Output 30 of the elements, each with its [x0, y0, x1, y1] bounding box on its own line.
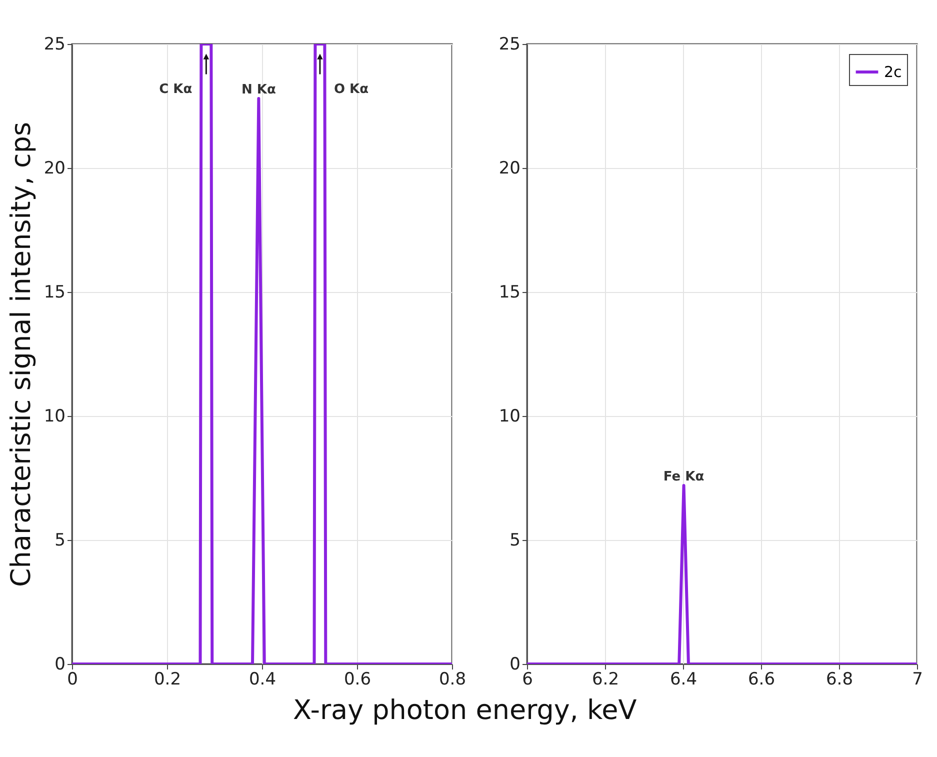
x-tick-label: 0.4 — [248, 670, 276, 690]
annotation: Fe Kα — [663, 469, 704, 484]
x-tick-label: 7 — [912, 670, 923, 690]
x-tick-label: 0.8 — [438, 670, 466, 690]
x-tick-label: 0 — [67, 670, 78, 690]
y-tick-label: 25 — [44, 34, 66, 54]
y-tick-label: 5 — [510, 530, 520, 550]
legend-label: 2c — [884, 63, 902, 81]
annotation: N Kα — [241, 82, 276, 98]
x-tick-label: 6.2 — [592, 670, 620, 690]
y-axis-title: Characteristic signal intensity, cps — [6, 122, 37, 588]
y-tick-label: 0 — [54, 654, 66, 674]
x-tick-label: 6 — [522, 670, 533, 690]
y-tick-label: 10 — [44, 406, 66, 426]
y-tick-label: 25 — [498, 34, 520, 54]
x-tick-label: 0.2 — [154, 670, 182, 690]
x-tick-label: 6.8 — [826, 670, 854, 690]
x-tick-label: 0.6 — [344, 670, 372, 690]
y-tick-label: 5 — [54, 530, 66, 550]
y-tick-label: 20 — [44, 158, 66, 178]
annotation: O Kα — [334, 82, 369, 97]
y-tick-label: 15 — [44, 282, 66, 302]
x-axis-title: X-ray photon energy, keV — [293, 694, 638, 726]
y-tick-label: 10 — [498, 406, 520, 426]
y-tick-label: 0 — [510, 654, 520, 674]
annotation: C Kα — [159, 82, 192, 97]
y-tick-label: 20 — [498, 158, 520, 178]
y-tick-label: 15 — [498, 282, 520, 302]
x-tick-label: 6.6 — [748, 670, 776, 690]
x-tick-label: 6.4 — [670, 670, 698, 690]
